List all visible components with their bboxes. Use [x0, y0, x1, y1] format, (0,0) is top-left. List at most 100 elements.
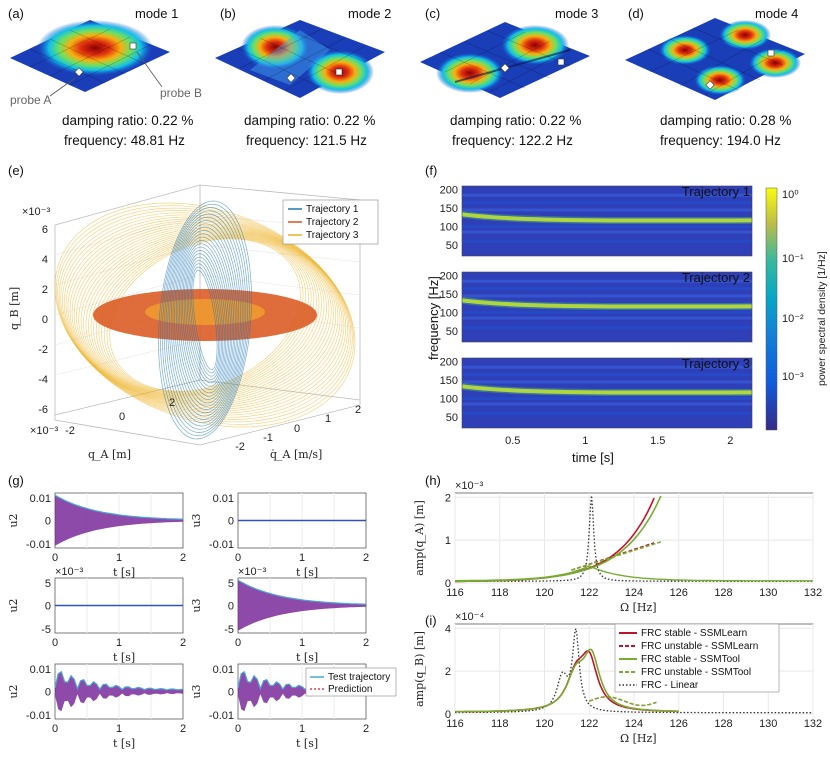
mode-panel-a: (a) mode 1 probe A probe B damping ratio…: [8, 6, 202, 148]
frc-xlabel: Ω [Hz]: [620, 601, 657, 614]
mode-1-damping: damping ratio: 0.22 %: [62, 113, 193, 128]
g-ytick: 0: [45, 601, 51, 613]
z-tick-label: -4: [38, 374, 48, 386]
frc-xtick: 132: [804, 718, 822, 730]
g-xtick: 2: [180, 552, 186, 564]
trajectory-3-loop: [54, 202, 356, 428]
mode-2-title: mode 2: [348, 6, 391, 21]
g-ytick: 5: [228, 578, 234, 590]
mode-4-title: mode 4: [755, 6, 798, 21]
heatmap-peak-band: [461, 212, 753, 223]
heatmap-peak-band: [461, 298, 753, 309]
trajectory-3-loop: [55, 205, 355, 425]
z-exponent: ×10⁻³: [22, 206, 50, 218]
g-xlabel: t [s]: [296, 651, 318, 664]
g-ylabel: u2: [7, 598, 20, 612]
trajectory-1-loop: [169, 220, 241, 420]
heatmap-peak-band: [461, 384, 753, 395]
g-ylabel: u2: [7, 684, 20, 698]
frc-ytick: 0: [445, 709, 451, 721]
chart-i: (i) 116 118 120 122 124 126 128 130 132 4 2 0 ×10⁻⁴ Ω…: [413, 611, 822, 745]
probe-b-label: probe B: [160, 86, 202, 100]
frc-curves: [455, 628, 812, 714]
legend-prediction: Prediction: [328, 684, 372, 695]
heatmap-streak: [462, 230, 752, 234]
heatmap-streak: [462, 411, 752, 415]
trajectory-1-loop: [179, 240, 231, 400]
trajectory-1-loop: [186, 256, 224, 384]
f-xtick: 0.5: [505, 435, 520, 447]
g-xtick: 0: [52, 723, 58, 735]
trajectory-1-loop: [167, 216, 243, 424]
heatmap-peak-halo: [461, 296, 753, 311]
trajectory-1-loop: [161, 207, 249, 433]
g-signal: [55, 671, 183, 712]
panel-label-h: (h): [425, 473, 441, 488]
g-xtick: 1: [116, 637, 122, 649]
g-xtick: 0: [52, 637, 58, 649]
g-ytick: 5: [45, 578, 51, 590]
trajectory-1-loop: [170, 223, 240, 417]
g-signal: [238, 671, 366, 712]
mode-3-damping: damping ratio: 0.22 %: [450, 113, 581, 128]
frc-xtick: 120: [535, 587, 553, 599]
mode-panel-d: (d) mode 4 damping ratio: 0.28 % frequen…: [625, 6, 805, 148]
legend-e: Trajectory 1 Trajectory 2 Trajectory 3: [282, 199, 379, 245]
f-ytick: 100: [440, 308, 458, 320]
g-ytick: 0.01: [213, 493, 234, 505]
chart-h: (h) 116 118 120 122 124 126 128 130 132 2 1 0 ×10⁻³ Ω…: [413, 473, 822, 614]
mode-1-frequency: frequency: 48.81 Hz: [64, 133, 185, 148]
legend-linear: FRC - Linear: [641, 680, 699, 691]
legend-traj-2: Trajectory 2: [306, 217, 359, 228]
frc-xtick: 128: [714, 587, 732, 599]
heatmap-streak: [462, 380, 752, 384]
g-xtick: 1: [299, 723, 305, 735]
y-tick-label: -2: [235, 441, 245, 453]
g-xtick: 2: [180, 637, 186, 649]
frc-ytick: 2: [445, 492, 451, 504]
g-ytick: 0: [45, 516, 51, 528]
y-tick-label: 2: [355, 404, 361, 416]
g-ylabel: u3: [190, 598, 203, 612]
g-xtick: 2: [180, 723, 186, 735]
z-tick-label: 0: [42, 314, 48, 326]
heatmap-streak: [462, 365, 752, 369]
z-tick-label: 6: [42, 224, 48, 236]
frc-xtick: 124: [625, 587, 643, 599]
frc-ytick: 4: [445, 623, 451, 635]
frc-xtick: 118: [491, 587, 509, 599]
f-ytick: 200: [440, 357, 458, 369]
trajectory-1-loop: [192, 270, 218, 370]
frc-ylabel: amp(q_A) [m]: [413, 500, 426, 576]
z-tick-label: 4: [42, 254, 48, 266]
g-ytick: 0.01: [213, 664, 234, 676]
trajectory-1-loop: [185, 253, 225, 387]
trajectory-1-loop: [158, 200, 252, 440]
g-xlabel: t [s]: [113, 737, 135, 750]
frc-xtick: 120: [535, 718, 553, 730]
f-ytick: 50: [446, 326, 458, 338]
x-tick-label: 2: [169, 397, 175, 409]
y-tick-label: 0: [294, 423, 300, 435]
panel-label-i: (i): [425, 613, 437, 628]
g-xlabel: t [s]: [296, 737, 318, 750]
frc-xtick: 128: [714, 718, 732, 730]
frc-xtick: 118: [491, 718, 509, 730]
g-ytick: 0: [228, 601, 234, 613]
f-ytick: 50: [446, 240, 458, 252]
mode-1-title: mode 1: [135, 6, 178, 21]
trajectory-1-loop: [183, 250, 227, 390]
x-tick-label: -2: [65, 425, 75, 437]
g-xlabel: t [s]: [113, 651, 135, 664]
heatmap-streak: [462, 294, 752, 298]
frc-xtick: 122: [580, 587, 598, 599]
mode-panel-c: (c) mode 3 damping ratio: 0.22 % frequen…: [420, 6, 598, 148]
heatmap-streak: [462, 311, 752, 315]
colorbar: [765, 187, 778, 431]
g-xtick: 0: [235, 552, 241, 564]
z-tick-label: 2: [42, 284, 48, 296]
colorbar-tick: 10⁻²: [782, 313, 804, 325]
z-tick-label: -2: [38, 344, 48, 356]
frc-curves: [455, 495, 813, 583]
